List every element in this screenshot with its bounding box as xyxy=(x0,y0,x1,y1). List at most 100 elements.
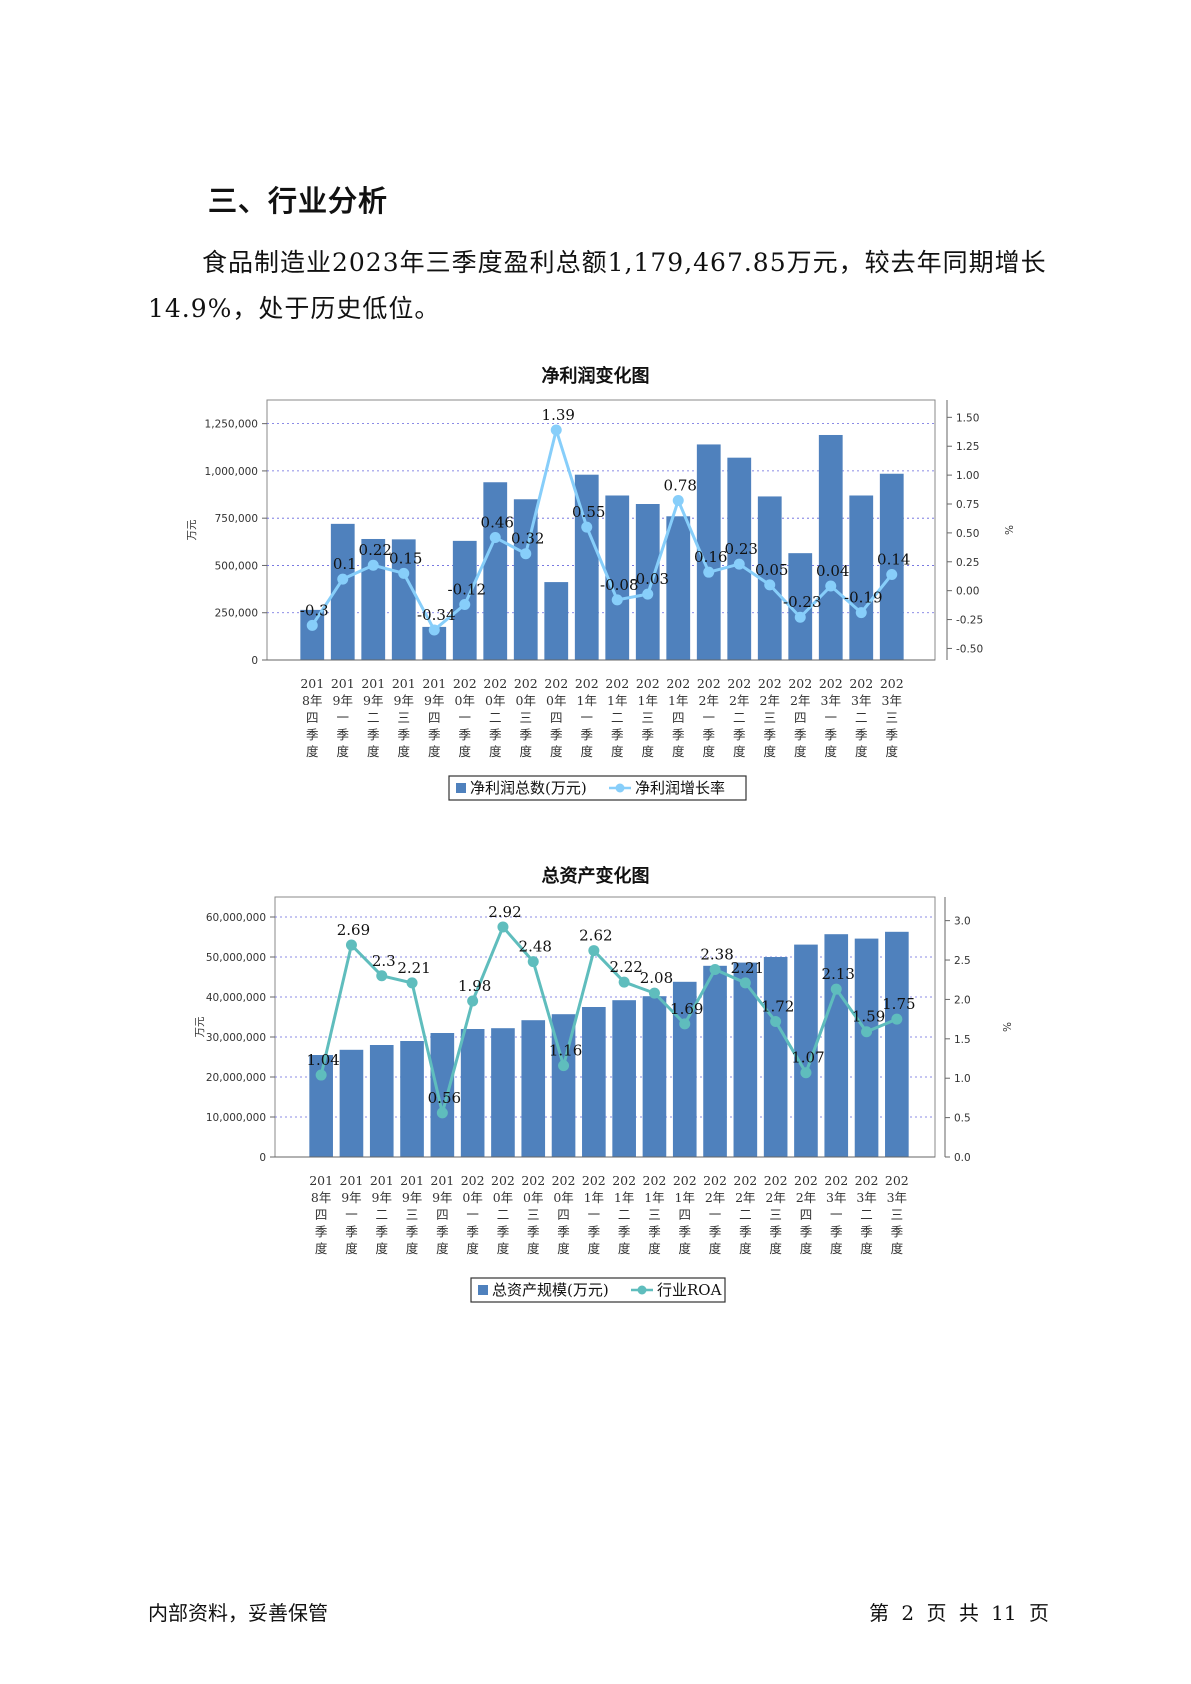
chart-title-net-profit: 净利润变化图 xyxy=(541,366,650,387)
y-axis-title: 万元 xyxy=(194,1016,206,1037)
y2-tick-label: -0.50 xyxy=(956,643,983,655)
line-point xyxy=(398,567,410,579)
x-tick-label: 202 1年二季度 xyxy=(612,1173,636,1256)
data-label: 1.98 xyxy=(458,977,491,995)
bar xyxy=(513,499,538,660)
x-tick-label: 202 0年三季度 xyxy=(514,676,538,759)
x-tick-label: 202 2年一季度 xyxy=(697,676,721,759)
y2-tick-label: 2.0 xyxy=(954,994,971,1006)
x-tick-label: 201 9年三季度 xyxy=(392,676,416,759)
line-point xyxy=(825,580,837,592)
y-tick-label: 30,000,000 xyxy=(206,1032,266,1044)
series-line xyxy=(319,924,898,1114)
legend-swatch-bar xyxy=(456,783,466,793)
line-point xyxy=(376,970,388,982)
data-label: 2.08 xyxy=(640,969,673,987)
x-tick-label: 202 3年三季度 xyxy=(880,676,904,759)
bar xyxy=(763,957,788,1157)
data-label: 1.04 xyxy=(306,1051,339,1069)
line-point xyxy=(855,607,867,619)
data-label: -0.12 xyxy=(448,581,486,599)
line-point xyxy=(315,1069,327,1081)
line-point xyxy=(672,495,684,507)
data-label: 0.22 xyxy=(359,541,392,559)
data-label: -0.34 xyxy=(417,606,455,624)
bar xyxy=(854,938,879,1157)
bar xyxy=(483,482,508,660)
x-tick-label: 202 0年二季度 xyxy=(491,1173,515,1256)
x-tick-label: 202 2年四季度 xyxy=(788,676,812,759)
bar xyxy=(400,1041,424,1157)
bar xyxy=(309,1055,333,1157)
legend-swatch-point xyxy=(615,783,625,793)
legend-label-line: 行业ROA xyxy=(657,1281,722,1299)
data-label: 2.3 xyxy=(372,952,396,970)
y2-axis-title: % xyxy=(1002,525,1014,535)
bar xyxy=(544,582,569,660)
x-tick-label: 202 1年四季度 xyxy=(673,1173,697,1256)
line-point xyxy=(830,983,842,995)
data-label: 0.15 xyxy=(389,549,422,567)
bar xyxy=(339,1049,364,1157)
data-label: 0.56 xyxy=(428,1089,461,1107)
bar xyxy=(757,496,782,660)
bar xyxy=(491,1028,515,1157)
data-label: 0.14 xyxy=(877,550,910,568)
bar xyxy=(818,434,843,660)
line-point xyxy=(527,956,539,968)
line-point xyxy=(733,558,745,570)
y-tick-label: 60,000,000 xyxy=(206,912,266,924)
section-heading: 三、行业分析 xyxy=(208,184,389,218)
line-point xyxy=(703,566,715,578)
line-point xyxy=(306,619,318,631)
data-label: 1.59 xyxy=(852,1008,885,1026)
x-tick-label: 202 0年一季度 xyxy=(461,1173,485,1256)
x-tick-label: 202 1年二季度 xyxy=(605,676,629,759)
y-tick-label: 10,000,000 xyxy=(206,1112,266,1124)
x-tick-label: 202 3年一季度 xyxy=(824,1173,848,1256)
y2-tick-label: 1.25 xyxy=(956,441,979,453)
line-point xyxy=(642,588,654,600)
bar xyxy=(794,944,818,1157)
line-point xyxy=(794,611,806,623)
y-tick-label: 1,250,000 xyxy=(205,419,258,431)
series-line xyxy=(310,424,893,633)
footer-confidential-note: 内部资料，妥善保管 xyxy=(148,1601,328,1625)
y-tick-label: 40,000,000 xyxy=(206,992,266,1004)
summary-paragraph: 食品制造业2023年三季度盈利总额1,179,467.85万元，较去年同期增长1… xyxy=(148,248,1047,323)
bar xyxy=(430,1033,455,1157)
data-label: 1.39 xyxy=(542,406,575,424)
y2-tick-label: 3.0 xyxy=(954,916,971,928)
total-assets-chart: 0 10,000,000 20,000,000 30,000,000 40,000,00… xyxy=(194,896,1012,1303)
y-tick-label: 0 xyxy=(251,655,258,667)
bar xyxy=(460,1029,485,1157)
bar xyxy=(612,1000,636,1157)
data-label: 0.55 xyxy=(572,503,605,521)
data-label: 2.13 xyxy=(822,965,855,983)
y2-tick-label: 0.0 xyxy=(954,1152,971,1164)
x-tick-label: 202 2年三季度 xyxy=(764,1173,788,1256)
y2-tick-label: 0.00 xyxy=(956,586,979,598)
line-point xyxy=(800,1067,812,1079)
x-tick-label: 202 0年一季度 xyxy=(453,676,477,759)
data-label: 1.72 xyxy=(761,997,794,1015)
data-label: 0.05 xyxy=(755,561,788,579)
line-point xyxy=(345,939,357,951)
data-label: -0.23 xyxy=(783,593,821,611)
line-point xyxy=(861,1026,873,1038)
x-tick-label: 201 8年四季度 xyxy=(300,676,324,759)
legend-label-line: 净利润增长率 xyxy=(635,779,725,797)
line-point xyxy=(648,987,660,999)
x-tick-label: 202 1年三季度 xyxy=(643,1173,667,1256)
bar xyxy=(330,523,355,660)
line-point xyxy=(550,424,562,436)
x-tick-label: 202 0年三季度 xyxy=(521,1173,545,1256)
bar xyxy=(824,934,849,1157)
y2-tick-label: 1.0 xyxy=(954,1073,971,1085)
line-point xyxy=(739,977,751,989)
y-tick-label: 1,000,000 xyxy=(205,466,258,478)
data-label: 0.46 xyxy=(481,514,514,532)
data-label: 2.22 xyxy=(609,958,642,976)
data-label: 2.38 xyxy=(700,945,733,963)
bar xyxy=(391,539,416,660)
